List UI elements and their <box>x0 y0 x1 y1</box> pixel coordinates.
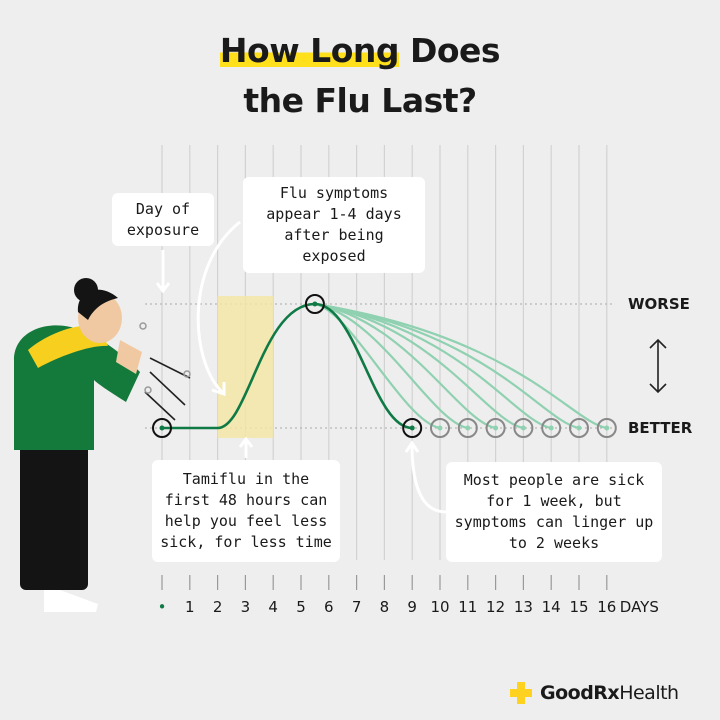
curve-point-dot <box>159 425 165 431</box>
tamiflu-window <box>217 296 274 438</box>
curve-point-marker <box>152 418 172 438</box>
x-tick-label: 13 <box>514 598 533 616</box>
sneeze-line <box>149 371 186 406</box>
curve-point-dot <box>312 301 318 307</box>
callout-tamiflu: Tamiflu in the first 48 hours can help y… <box>152 460 340 562</box>
recovery-dot <box>576 425 582 431</box>
brand-logo: GoodRx Health <box>508 680 679 706</box>
arrow-icon <box>238 436 254 458</box>
x-tick-label: 5 <box>296 598 306 616</box>
x-tick-label: 3 <box>241 598 251 616</box>
arrow-icon <box>196 220 241 397</box>
x-tick-label: 9 <box>407 598 417 616</box>
person-hand <box>116 340 142 374</box>
recovery-curve <box>314 302 607 430</box>
sneezing-person-illustration <box>14 278 191 612</box>
recovery-dot <box>493 425 499 431</box>
recovery-marker <box>430 418 450 438</box>
recovery-dot <box>548 425 554 431</box>
plus-icon <box>510 682 532 704</box>
recovery-marker <box>541 418 562 438</box>
x-tick-label: 11 <box>458 598 477 616</box>
recovery-dot <box>437 425 443 431</box>
level-worse: WORSE <box>628 295 690 313</box>
worse-better-arrow-icon <box>649 338 667 394</box>
arrow-icon <box>404 440 447 514</box>
x-axis-label: DAYS <box>620 598 659 616</box>
callout-duration: Most people are sick for 1 week, but sym… <box>446 462 662 562</box>
recovery-curve <box>314 302 469 430</box>
droplet-icon <box>139 322 147 330</box>
x-tick-label: 12 <box>486 598 505 616</box>
recovery-marker <box>485 418 506 438</box>
x-tick-label: 10 <box>430 598 449 616</box>
recovery-marker <box>569 418 589 438</box>
title-line-1: How Long Does <box>0 26 720 76</box>
brand-suffix: Health <box>619 682 679 704</box>
x-tick-label: 15 <box>569 598 588 616</box>
x-tick-label: 16 <box>597 598 616 616</box>
recovery-curve <box>314 302 552 430</box>
x-tick-label: 1 <box>185 598 195 616</box>
recovery-marker <box>457 418 478 438</box>
x-tick-label: 14 <box>542 598 561 616</box>
person-hair-bun <box>74 278 98 302</box>
title-rest: Does <box>399 31 501 70</box>
curve-point-dot <box>409 425 415 431</box>
recovery-dot <box>520 425 526 431</box>
sneeze-line <box>144 391 176 421</box>
recovery-dot <box>604 425 610 431</box>
recovery-marker <box>596 418 617 438</box>
recovery-curve <box>314 302 524 430</box>
x-tick-label: 4 <box>268 598 278 616</box>
x-tick-label: 7 <box>352 598 362 616</box>
x-tick-label: 6 <box>324 598 334 616</box>
level-better: BETTER <box>628 419 693 437</box>
recovery-curve <box>314 302 580 430</box>
x-tick-label: 8 <box>380 598 390 616</box>
brand-name: GoodRx <box>540 682 620 704</box>
x-tick-label: • <box>158 598 167 616</box>
callout-exposure: Day of exposure <box>112 193 214 246</box>
droplet-icon <box>183 370 191 378</box>
recovery-marker <box>513 418 534 438</box>
curve-point-marker <box>304 294 325 314</box>
curve-point-marker <box>402 418 423 438</box>
recovery-curve <box>314 302 496 430</box>
title-highlight: How Long <box>219 31 400 70</box>
title-line-2: the Flu Last? <box>243 81 477 120</box>
person-shoe <box>44 590 98 612</box>
recovery-curve <box>314 302 441 430</box>
recovery-dot <box>465 425 471 431</box>
callout-symptoms: Flu symptoms appear 1-4 days after being… <box>243 177 425 273</box>
arrow-icon <box>155 250 171 294</box>
person-pants <box>20 430 88 590</box>
droplet-icon <box>144 386 152 394</box>
x-tick-label: 2 <box>213 598 223 616</box>
